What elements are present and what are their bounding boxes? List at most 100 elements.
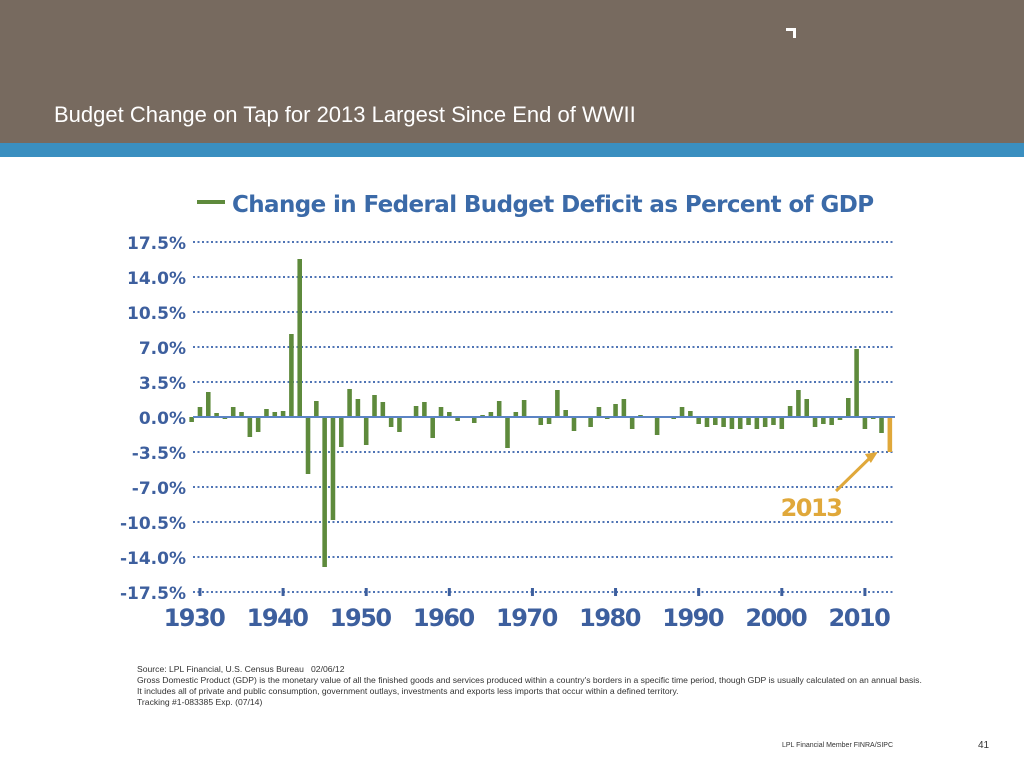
bar bbox=[854, 349, 859, 417]
page-number: 41 bbox=[978, 740, 990, 751]
bar bbox=[754, 417, 760, 429]
bar bbox=[762, 417, 768, 427]
bar bbox=[621, 399, 627, 417]
bar bbox=[596, 407, 602, 417]
bar bbox=[438, 407, 444, 417]
bar bbox=[613, 404, 618, 417]
bar bbox=[380, 402, 386, 417]
y-tick-label: -3.5% bbox=[132, 444, 186, 464]
bar bbox=[654, 417, 660, 435]
bar bbox=[330, 417, 336, 520]
x-tick-label: 2010 bbox=[829, 604, 891, 632]
bar bbox=[737, 417, 743, 429]
bar bbox=[397, 417, 402, 432]
bar bbox=[688, 411, 693, 417]
bar bbox=[422, 402, 427, 417]
bar bbox=[305, 417, 311, 474]
legend-label: Change in Federal Budget Deficit as Perc… bbox=[232, 192, 873, 218]
bar bbox=[314, 401, 319, 417]
x-tick-label: 1990 bbox=[662, 604, 724, 632]
notes: Source: LPL Financial, U.S. Census Burea… bbox=[137, 664, 922, 708]
annotation-arrowhead bbox=[864, 452, 878, 463]
bar bbox=[679, 407, 685, 417]
bar bbox=[588, 417, 593, 427]
bar bbox=[837, 417, 843, 420]
annotation-arrow bbox=[834, 455, 872, 493]
y-tick-label: -17.5% bbox=[120, 584, 186, 604]
bar bbox=[488, 412, 494, 417]
bar bbox=[771, 417, 776, 425]
header bbox=[0, 0, 1024, 143]
bar bbox=[347, 389, 352, 417]
x-tick-label: 1940 bbox=[247, 604, 309, 632]
bar bbox=[879, 417, 884, 433]
bar bbox=[255, 417, 261, 432]
bar bbox=[247, 417, 253, 437]
y-tick-label: -10.5% bbox=[120, 514, 186, 534]
bar bbox=[829, 417, 834, 425]
bar bbox=[862, 417, 868, 429]
y-tick-label: -14.0% bbox=[120, 549, 186, 569]
bar bbox=[289, 334, 294, 417]
bar bbox=[189, 417, 194, 422]
bar bbox=[804, 399, 810, 417]
bar bbox=[563, 410, 568, 417]
y-tick-label: 10.5% bbox=[127, 304, 186, 324]
bar bbox=[546, 417, 552, 424]
bar bbox=[272, 412, 278, 417]
bar bbox=[447, 412, 452, 417]
annotation-label: 2013 bbox=[781, 494, 842, 522]
y-tick-label: 0.0% bbox=[139, 409, 186, 429]
x-tick-label: 1960 bbox=[413, 604, 475, 632]
bar bbox=[205, 392, 211, 417]
bar bbox=[787, 406, 793, 417]
bar bbox=[538, 417, 544, 425]
bar bbox=[388, 417, 394, 427]
bar bbox=[729, 417, 735, 429]
y-tick-label: 7.0% bbox=[139, 339, 186, 359]
bar bbox=[363, 417, 369, 445]
slide-title: Budget Change on Tap for 2013 Largest Si… bbox=[54, 102, 636, 127]
bar bbox=[455, 417, 460, 421]
bar bbox=[322, 417, 327, 567]
bar bbox=[430, 417, 435, 438]
bar bbox=[887, 417, 893, 452]
bar bbox=[796, 390, 801, 417]
bar bbox=[845, 398, 851, 417]
bar bbox=[821, 417, 826, 424]
bar bbox=[471, 417, 477, 423]
bar bbox=[629, 417, 635, 429]
bar bbox=[197, 407, 203, 417]
bar bbox=[713, 417, 718, 425]
note: Source: LPL Financial, U.S. Census Burea… bbox=[137, 664, 345, 674]
bar bbox=[214, 413, 219, 417]
footer-member: LPL Financial Member FINRA/SIPC bbox=[782, 742, 893, 749]
x-tick-label: 1980 bbox=[579, 604, 641, 632]
bar bbox=[555, 390, 560, 417]
bar bbox=[746, 417, 751, 425]
bar bbox=[264, 409, 269, 417]
bar bbox=[239, 412, 244, 417]
bar bbox=[230, 407, 236, 417]
y-tick-label: 14.0% bbox=[127, 269, 186, 289]
bar bbox=[571, 417, 577, 431]
bar bbox=[505, 417, 510, 448]
chart: 17.5% 14.0% 10.5% 7.0% 3.5% 0.0% -3.5% -7.0% -10… bbox=[120, 192, 895, 632]
y-tick-label: -7.0% bbox=[132, 479, 186, 499]
bar bbox=[355, 399, 361, 417]
x-tick-label: 2000 bbox=[745, 604, 807, 632]
note: Gross Domestic Product (GDP) is the mone… bbox=[137, 675, 922, 696]
bar bbox=[521, 400, 527, 417]
note: Tracking #1-083385 Exp. (07/14) bbox=[137, 697, 263, 707]
x-tick-label: 1970 bbox=[496, 604, 558, 632]
bar bbox=[696, 417, 701, 424]
bar bbox=[297, 259, 302, 417]
header-stripe bbox=[0, 143, 1024, 157]
x-tick-label: 1930 bbox=[164, 604, 226, 632]
bar bbox=[779, 417, 785, 429]
bar bbox=[413, 406, 419, 417]
bar bbox=[721, 417, 726, 427]
x-tick-label: 1950 bbox=[330, 604, 392, 632]
y-tick-label: 3.5% bbox=[139, 374, 186, 394]
